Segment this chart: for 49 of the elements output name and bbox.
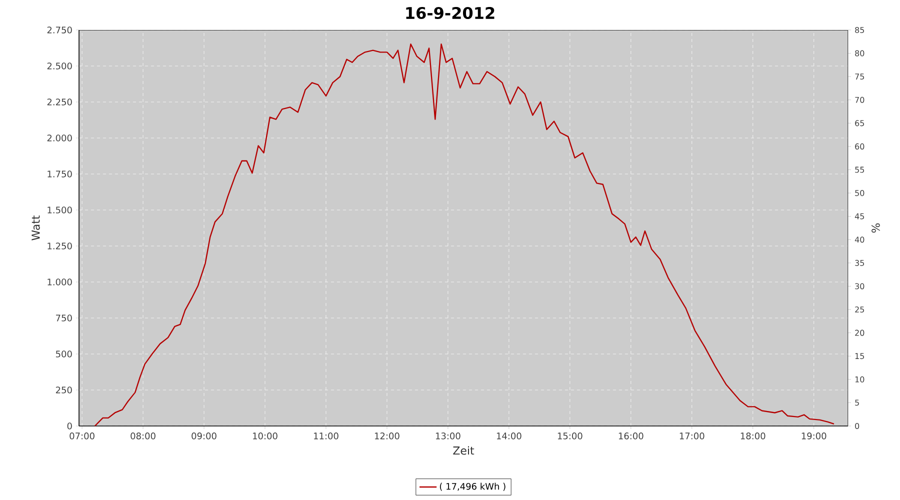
y2-tick-label: 75: [855, 74, 864, 80]
x-axis-title: Zeit: [453, 446, 474, 455]
x-tick-label: 09:00: [192, 432, 216, 440]
x-tick-label: 18:00: [740, 432, 766, 440]
x-tick-label: 16:00: [618, 432, 644, 440]
y-tick-label: 1.750: [48, 170, 72, 178]
x-tick-label: 19:00: [802, 432, 826, 440]
x-tick-label: 13:00: [436, 432, 460, 440]
y-tick-label: 250: [56, 386, 72, 394]
y2-tick-label: 30: [855, 283, 864, 290]
y-tick-label: 750: [56, 314, 72, 322]
y-axis-title: Watt: [32, 215, 40, 240]
y-tick-label: 2.750: [47, 26, 72, 34]
line-series: [94, 44, 835, 426]
legend-label: ( 17,496 kWh ): [440, 482, 506, 491]
y2-tick-label: 40: [854, 236, 864, 243]
y2-tick-label: 10: [855, 376, 864, 382]
y2-tick-label: 0: [855, 422, 860, 430]
y2-tick-label: 25: [855, 306, 864, 313]
y2-tick-label: 65: [855, 120, 864, 126]
y2-tick-label: 55: [855, 166, 864, 173]
y-tick-label: 500: [56, 350, 72, 358]
y-tick-label: 0: [67, 422, 72, 430]
y2-tick-label: 35: [855, 260, 864, 266]
y2-tick-label: 20: [855, 330, 864, 336]
x-tick-label: 07:00: [70, 432, 94, 440]
y2-tick-label: 5: [855, 400, 859, 406]
y-tick-label: 2.250: [47, 98, 72, 106]
y2-axis-title: %: [872, 223, 880, 233]
x-tick-label: 12:00: [374, 432, 400, 440]
y-tick-label: 1.000: [48, 278, 72, 286]
y-tick-label: 2.500: [47, 62, 72, 70]
x-tick-label: 11:00: [314, 432, 338, 440]
y2-tick-label: 85: [855, 26, 864, 34]
chart-title: 16-9-2012: [406, 6, 494, 20]
y2-tick-label: 45: [854, 213, 864, 220]
x-tick-label: 17:00: [680, 432, 704, 440]
y2-tick-label: 15: [855, 353, 864, 360]
y-tick-label: 1.500: [48, 206, 72, 214]
y2-tick-label: 70: [855, 96, 864, 103]
x-tick-label: 14:00: [496, 432, 522, 440]
x-tick-label: 08:00: [130, 432, 156, 440]
y2-tick-label: 60: [855, 143, 864, 150]
x-tick-label: 10:00: [253, 432, 278, 440]
x-tick-label: 15:00: [558, 432, 582, 440]
y2-tick-label: 80: [855, 50, 864, 56]
y-tick-label: 2.000: [47, 134, 72, 142]
y2-tick-label: 50: [855, 190, 864, 196]
y-tick-label: 1.250: [48, 242, 72, 250]
